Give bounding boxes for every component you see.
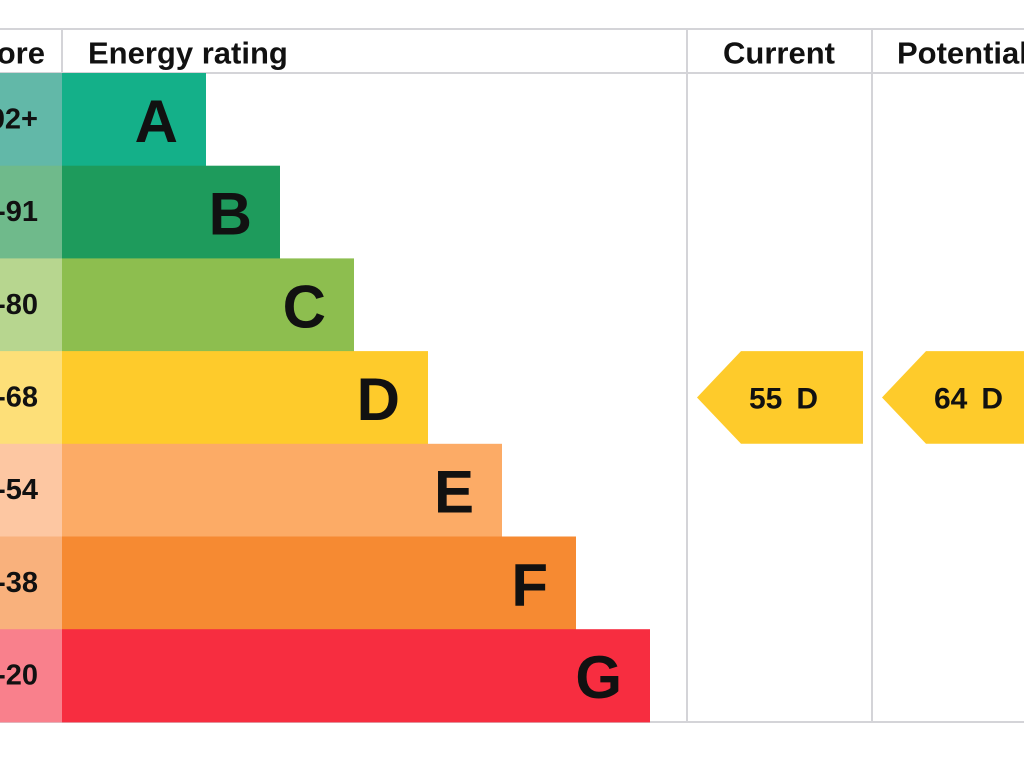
- band-letter: F: [511, 551, 548, 618]
- score-cell: [0, 536, 62, 630]
- score-range: 55-68: [0, 381, 38, 413]
- score-range: 92+: [0, 103, 38, 135]
- rating-bar: [62, 73, 206, 167]
- current-rating: 55 D: [749, 382, 818, 415]
- score-range: 69-80: [0, 289, 38, 321]
- band-letter: C: [283, 273, 326, 340]
- header-current: Current: [723, 36, 835, 71]
- score-cell: [0, 351, 62, 445]
- current-arrow: [697, 351, 863, 444]
- band-letter: G: [575, 644, 622, 711]
- potential-arrow: [882, 351, 1024, 444]
- score-range: 39-54: [0, 474, 38, 506]
- current-band: D: [796, 382, 818, 415]
- score-cell: [0, 258, 62, 352]
- score-range: 21-38: [0, 567, 38, 599]
- potential-rating: 64 D: [934, 382, 1003, 415]
- score-cell: [0, 443, 62, 537]
- band-letter: B: [209, 181, 252, 248]
- band-letter: A: [135, 88, 178, 155]
- potential-score: 64: [934, 382, 968, 415]
- band-letter: E: [434, 459, 474, 526]
- header-potential: Potential: [897, 36, 1024, 71]
- rating-bar: [62, 258, 354, 352]
- header-score: Score: [0, 36, 45, 71]
- rating-bar: [62, 629, 650, 723]
- current-score: 55: [749, 382, 782, 415]
- score-range: 1-20: [0, 660, 38, 692]
- band-letter: D: [357, 366, 400, 433]
- header-rating: Energy rating: [88, 36, 288, 71]
- rating-bar: [62, 443, 502, 537]
- potential-band: D: [981, 382, 1003, 415]
- score-cell: [0, 165, 62, 259]
- rating-bar: [62, 536, 576, 630]
- score-range: 81-91: [0, 196, 38, 228]
- score-cell: [0, 629, 62, 723]
- rating-bar: [62, 165, 280, 259]
- rating-bar: [62, 351, 428, 445]
- score-cell: [0, 73, 62, 167]
